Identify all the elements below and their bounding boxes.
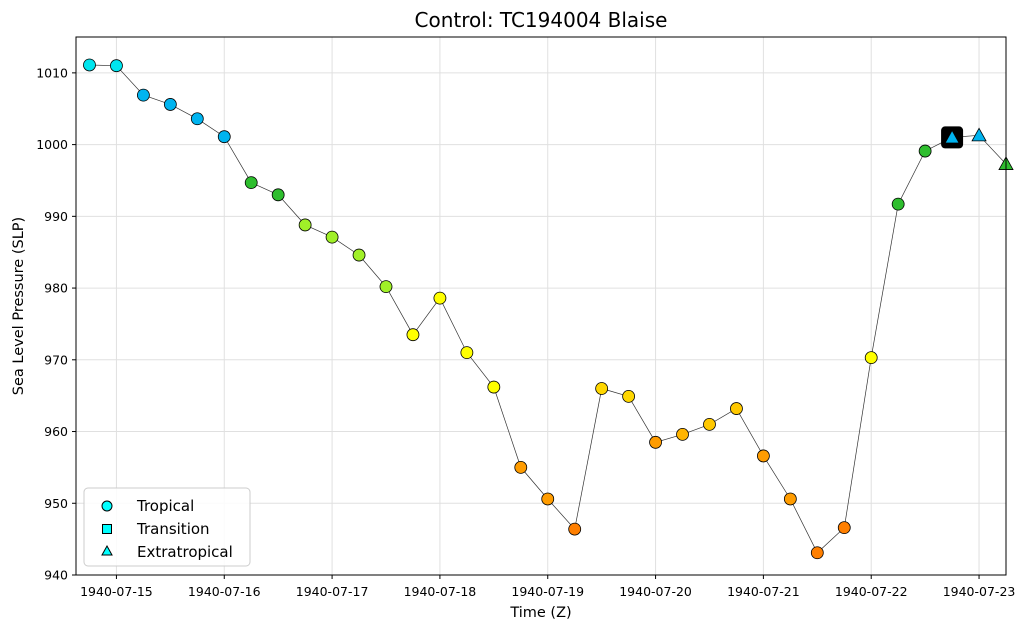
data-point-circle: [244, 176, 258, 190]
legend: Tropical Transition Extratropical: [83, 487, 251, 567]
data-point-circle: [325, 230, 339, 244]
data-point-triangle: [944, 129, 960, 144]
data-point-circle: [730, 402, 743, 415]
chart-title: Control: TC194004 Blaise: [415, 8, 668, 32]
data-point-circle: [514, 460, 528, 474]
x-tick-label: 1940-07-19: [511, 584, 584, 599]
y-axis-ticks: 940 950 960 970 980 990 1000 1010: [36, 65, 76, 583]
data-point-circle: [918, 144, 932, 158]
data-point-circle: [756, 449, 770, 463]
x-tick-label: 1940-07-15: [80, 584, 153, 599]
y-tick-label: 970: [44, 352, 68, 367]
plot-frame: [75, 36, 1007, 576]
data-point-circle: [83, 58, 96, 72]
y-axis-label: Sea Level Pressure (SLP): [11, 217, 27, 395]
data-point-circle: [406, 328, 420, 342]
data-point-circle: [703, 417, 716, 431]
data-point-circle: [190, 112, 204, 126]
data-point-circle: [487, 380, 501, 394]
data-point-circle: [136, 88, 150, 102]
data-point-circle: [783, 492, 797, 506]
x-tick-label: 1940-07-18: [404, 584, 477, 599]
legend-marker-square: [102, 524, 112, 534]
x-tick-label: 1940-07-22: [835, 584, 908, 599]
data-point-circle: [379, 280, 393, 294]
data-point-circle: [595, 382, 609, 395]
legend-label-extratropical: Extratropical: [137, 543, 233, 561]
x-tick-label: 1940-07-20: [619, 584, 692, 599]
data-point-circle: [568, 522, 582, 536]
data-point-circle: [271, 188, 285, 202]
legend-box: [83, 487, 251, 567]
data-point-circle: [676, 428, 689, 441]
data-point-circle: [217, 130, 231, 144]
x-tick-label: 1940-07-23: [943, 584, 1015, 599]
y-tick-label: 1000: [36, 137, 68, 152]
data-point-circle: [110, 59, 123, 73]
data-point-circle: [541, 492, 555, 506]
data-point-circle: [163, 98, 177, 111]
x-tick-label: 1940-07-21: [727, 584, 800, 599]
x-axis-ticks: 1940-07-15 1940-07-16 1940-07-17 1940-07-18…: [80, 575, 1015, 599]
legend-marker-triangle: [101, 544, 113, 556]
data-point-triangle: [971, 127, 987, 142]
x-tick-label: 1940-07-16: [188, 584, 261, 599]
data-point-circle: [837, 521, 851, 535]
y-tick-label: 960: [44, 424, 68, 439]
data-point-circle: [649, 435, 662, 449]
legend-label-transition: Transition: [136, 520, 210, 538]
data-point-circle: [433, 291, 447, 305]
data-point-circle: [298, 218, 312, 232]
legend-label-tropical: Tropical: [136, 497, 194, 515]
data-point-circle: [352, 248, 366, 262]
data-point-circle: [864, 351, 878, 365]
y-tick-label: 1010: [36, 65, 68, 80]
data-point-circle: [460, 346, 474, 360]
y-tick-label: 980: [44, 281, 68, 296]
y-tick-label: 950: [44, 496, 68, 511]
y-tick-label: 990: [44, 209, 68, 224]
legend-marker-circle: [101, 500, 113, 512]
y-tick-label: 940: [44, 568, 68, 583]
data-points: [83, 58, 1014, 560]
x-tick-label: 1940-07-17: [296, 584, 369, 599]
data-point-circle: [622, 389, 636, 403]
data-point-circle: [810, 546, 824, 560]
x-axis-label: Time (Z): [509, 605, 571, 621]
data-point-circle: [891, 197, 905, 211]
